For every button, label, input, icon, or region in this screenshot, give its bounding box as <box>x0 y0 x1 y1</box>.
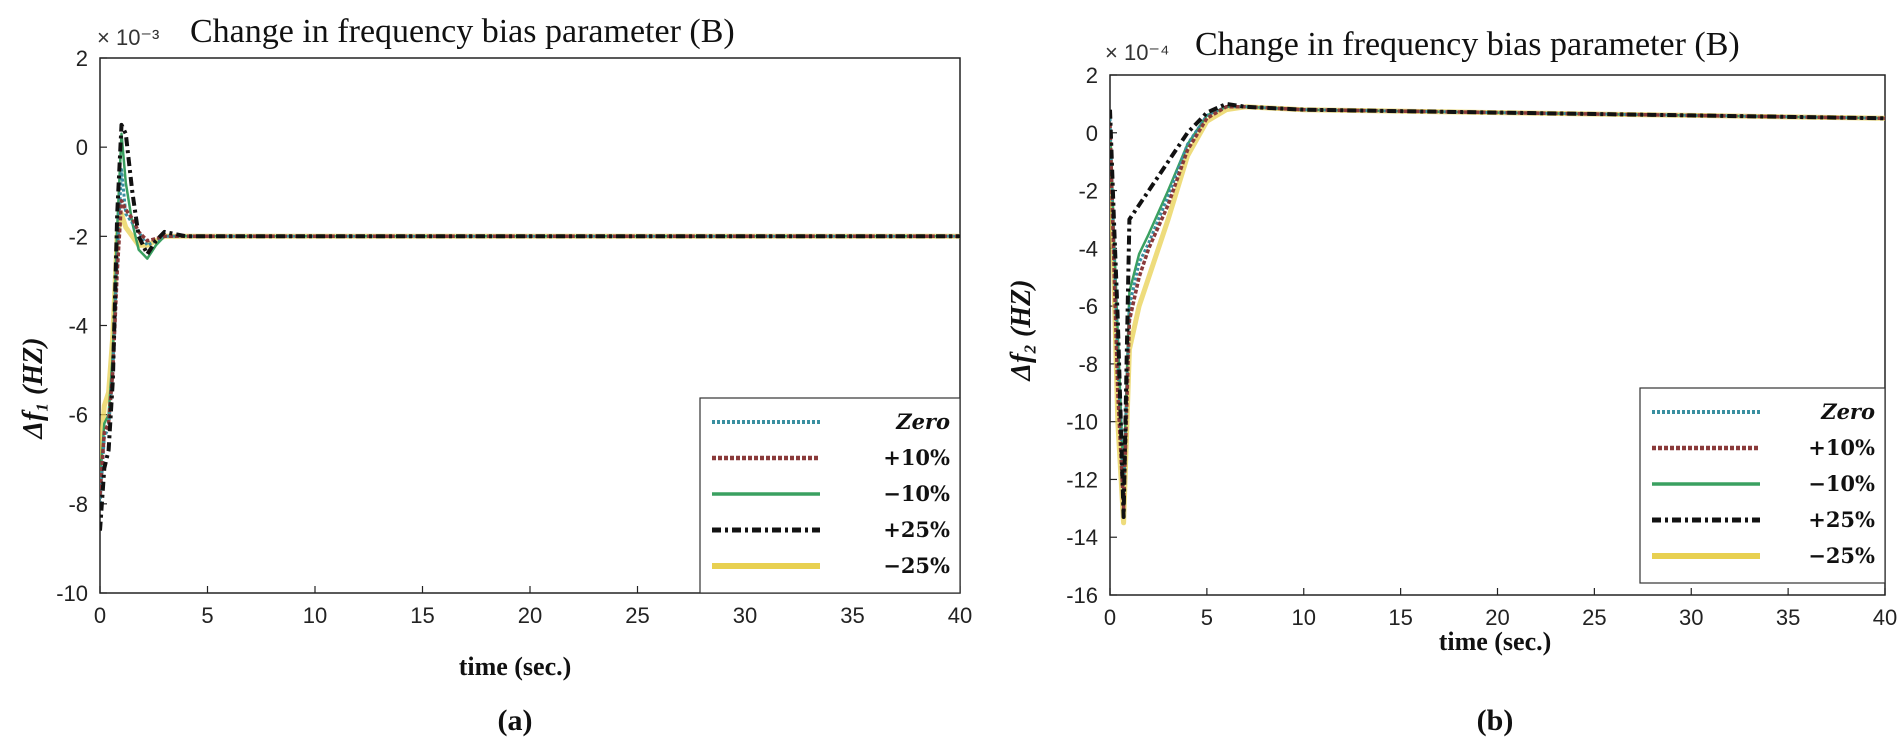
chart-b-multiplier: × 10⁻⁴ <box>1105 40 1170 65</box>
chart-b-y-axis-label: Δf₂ (HZ) <box>1006 279 1037 381</box>
chart-a-x-axis-label: time (sec.) <box>459 652 572 681</box>
chart-a-y-tick-label: 2 <box>76 46 88 71</box>
chart-a-legend-label: +25% <box>883 517 950 542</box>
chart-b-y-tick-label: -2 <box>1078 179 1098 204</box>
chart-a-caption: (a) <box>498 704 533 737</box>
chart-a-series-group <box>100 122 960 531</box>
chart-b-x-tick-label: 20 <box>1485 605 1509 630</box>
chart-a-legend: Zero +10% −10% +25% −25% <box>699 397 961 594</box>
chart-a-y-tick-label: 0 <box>76 135 88 160</box>
chart-a-x-tick-label: 30 <box>733 603 757 628</box>
chart-b-x-tick-label: 5 <box>1201 605 1213 630</box>
chart-b-y-tick-label: 2 <box>1086 63 1098 88</box>
chart-a: × 10⁻³ Change in frequency bias paramete… <box>18 13 972 737</box>
chart-b-legend-label: +10% <box>1808 435 1875 460</box>
chart-a-x-tick-label: 25 <box>625 603 649 628</box>
chart-b-y-tick-label: -8 <box>1078 352 1098 377</box>
chart-b-legend: Zero +10% −10% +25% −25% <box>1639 387 1886 584</box>
chart-a-x-tick-label: 0 <box>94 603 106 628</box>
chart-b-x-axis-label: time (sec.) <box>1439 627 1552 656</box>
chart-a-y-tick-label: -4 <box>68 314 88 339</box>
chart-a-x-tick-label: 5 <box>201 603 213 628</box>
chart-a-x-tick-label: 35 <box>840 603 864 628</box>
chart-b-series-group <box>1110 101 1885 526</box>
chart-b-legend-label: Zero <box>1820 399 1875 424</box>
chart-b-x-tick-label: 40 <box>1873 605 1897 630</box>
chart-b-y-tick-label: -12 <box>1066 467 1098 492</box>
chart-a-title: Change in frequency bias parameter (B) <box>190 13 735 50</box>
chart-b-title: Change in frequency bias parameter (B) <box>1195 26 1740 63</box>
chart-a-multiplier: × 10⁻³ <box>97 25 159 50</box>
chart-a-legend-label: −25% <box>883 553 950 578</box>
chart-a-x-tick-label: 40 <box>948 603 972 628</box>
chart-b-x-tick-label: 10 <box>1292 605 1316 630</box>
chart-b-x-tick-label: 25 <box>1582 605 1606 630</box>
chart-b-y-tick-label: -16 <box>1066 583 1098 608</box>
chart-b-x-tick-label: 0 <box>1104 605 1116 630</box>
chart-a-x-tick-label: 20 <box>518 603 542 628</box>
chart-b-legend-label: −25% <box>1808 543 1875 568</box>
chart-b: × 10⁻⁴ Change in frequency bias paramete… <box>1006 26 1897 737</box>
chart-b-y-tick-label: -14 <box>1066 525 1098 550</box>
chart-a-y-tick-label: -6 <box>68 403 88 428</box>
chart-a-legend-label: Zero <box>895 409 950 434</box>
chart-a-series-line <box>100 122 960 531</box>
chart-b-y-tick-label: -6 <box>1078 294 1098 319</box>
chart-a-x-tick-label: 15 <box>410 603 434 628</box>
chart-b-x-tick-label: 35 <box>1776 605 1800 630</box>
chart-b-x-tick-label: 30 <box>1679 605 1703 630</box>
chart-a-x-tick-label: 10 <box>303 603 327 628</box>
chart-b-series-line <box>1110 101 1885 519</box>
chart-a-legend-label: −10% <box>883 481 950 506</box>
chart-b-y-tick-label: 0 <box>1086 121 1098 146</box>
chart-b-caption: (b) <box>1477 704 1514 737</box>
chart-b-x-tick-label: 15 <box>1388 605 1412 630</box>
chart-a-legend-label: +10% <box>883 445 950 470</box>
chart-a-y-axis-label: Δf₁ (HZ) <box>18 337 49 439</box>
chart-b-y-tick-label: -10 <box>1066 410 1098 435</box>
chart-a-y-tick-label: -10 <box>56 581 88 606</box>
chart-a-y-tick-label: -2 <box>68 224 88 249</box>
chart-b-legend-label: +25% <box>1808 507 1875 532</box>
chart-b-legend-label: −10% <box>1808 471 1875 496</box>
chart-b-y-tick-label: -4 <box>1078 236 1098 261</box>
chart-a-y-tick-label: -8 <box>68 492 88 517</box>
